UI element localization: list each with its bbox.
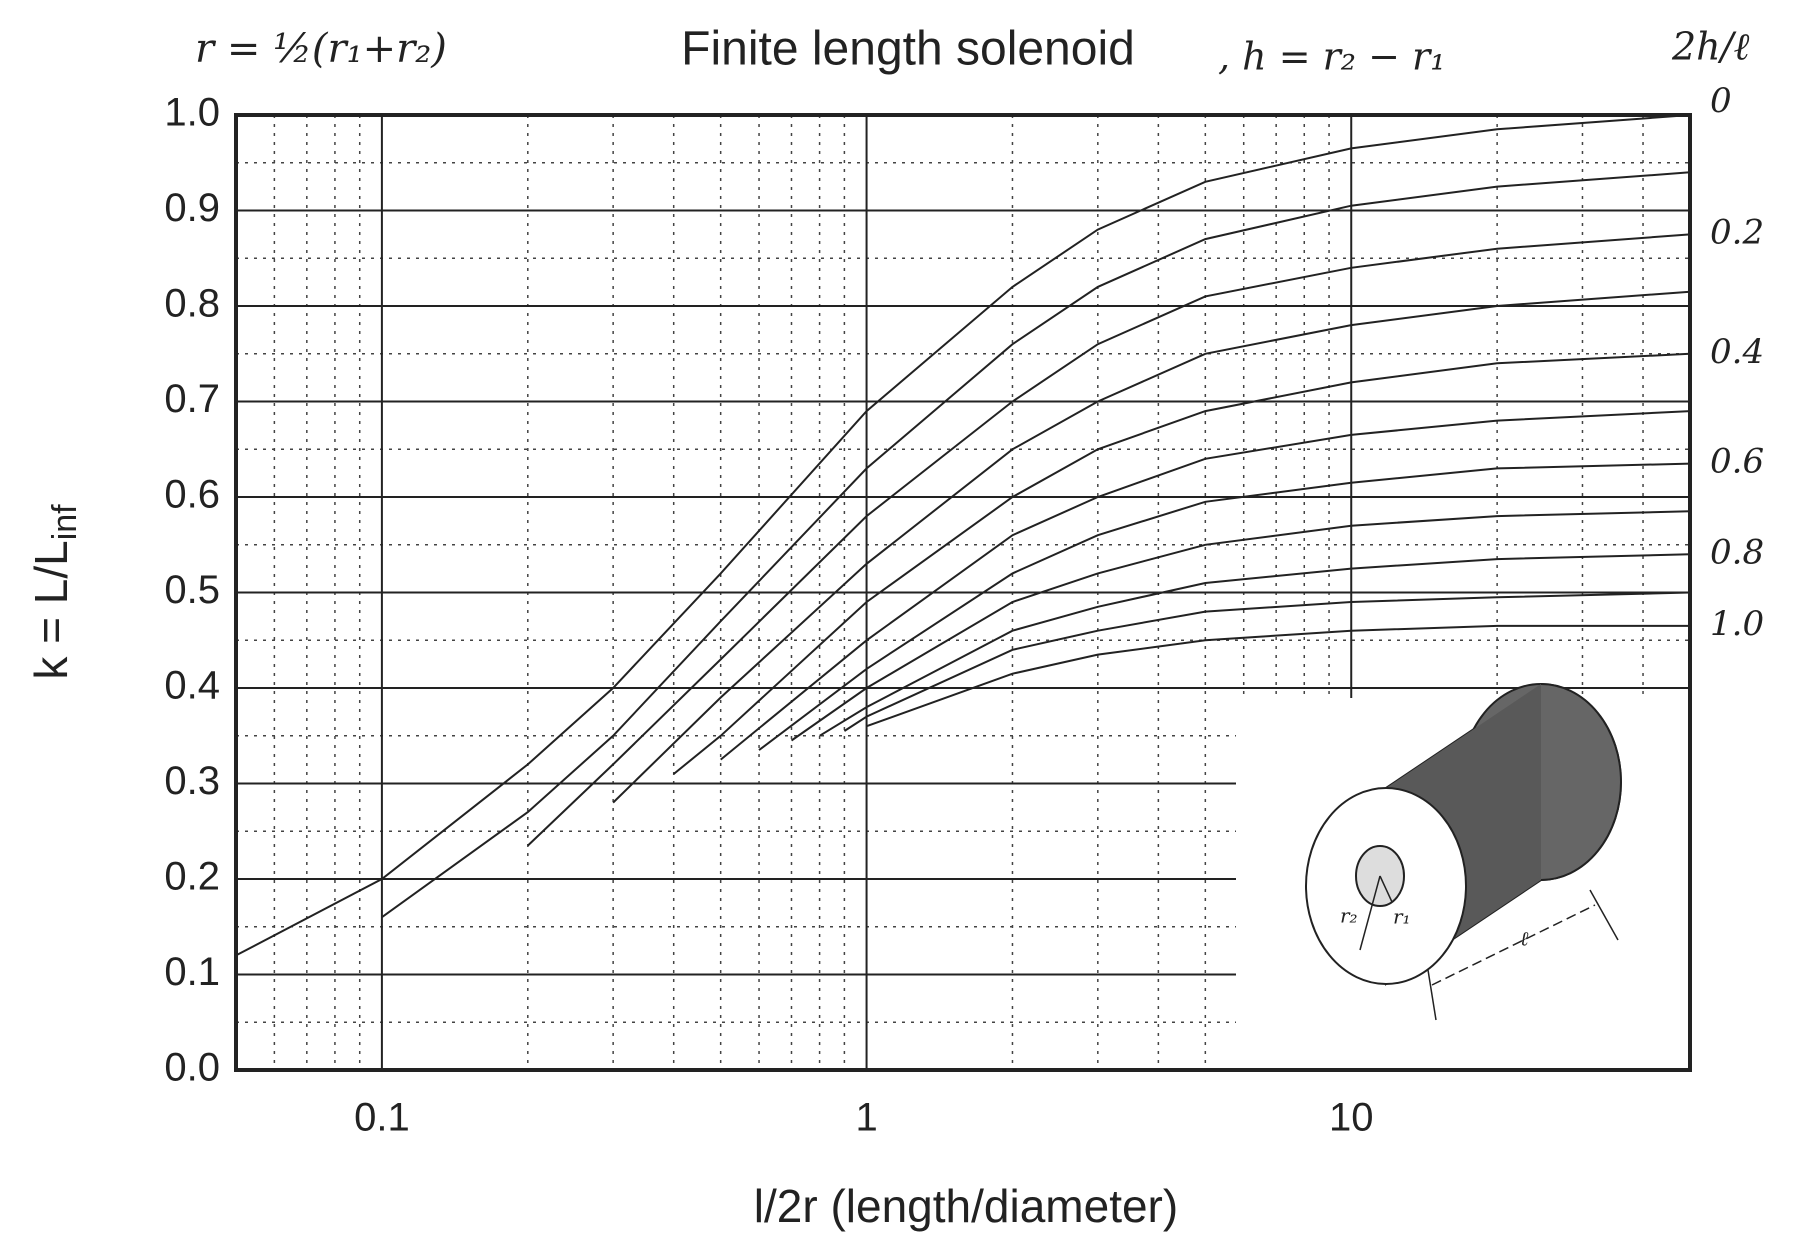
annotation: r = ½(r₁+r₂) — [195, 26, 447, 72]
inset-label: r₁ — [1393, 905, 1411, 929]
series-label: 0.6 — [1710, 442, 1764, 482]
x-tick-label: 0.1 — [354, 1096, 410, 1140]
y-tick-label: 0.6 — [164, 473, 220, 517]
series-line — [758, 462, 1691, 751]
x-axis-label: l/2r (length/diameter) — [754, 1180, 1178, 1232]
series-line — [235, 114, 1691, 957]
length-tick — [1427, 969, 1437, 1021]
lines — [235, 114, 1691, 957]
y-axis-label-main: k = L/L — [25, 540, 77, 679]
series-label: 0.8 — [1710, 532, 1764, 572]
series-label: 0.2 — [1710, 212, 1764, 252]
y-tick-label: 0.5 — [164, 568, 220, 612]
series-label: 0.4 — [1710, 332, 1764, 372]
chart-title: Finite length solenoid — [681, 23, 1135, 76]
x-tick-label: 1 — [855, 1096, 877, 1140]
series-line — [790, 510, 1691, 742]
series-line — [819, 553, 1691, 737]
y-tick-label: 0.4 — [164, 664, 220, 708]
series-line — [381, 171, 1691, 919]
r2-arrow — [1359, 875, 1381, 951]
series-line — [720, 410, 1691, 761]
y-tick-label: 0.9 — [164, 186, 220, 230]
r1-arrow — [1379, 875, 1393, 903]
y-axis-label: k = L/Linf — [25, 504, 84, 680]
annotation: 2h/ℓ — [1671, 25, 1749, 69]
series-line — [527, 233, 1691, 847]
series-line — [866, 624, 1690, 728]
length-tick — [1589, 889, 1619, 941]
series-label: 0 — [1710, 81, 1732, 121]
y-tick-label: 0.8 — [164, 282, 220, 326]
annotation: , h = r₂ − r₁ — [1218, 35, 1445, 79]
series-line — [612, 290, 1691, 804]
y-tick-label: 0.0 — [164, 1046, 220, 1090]
series-line — [843, 591, 1691, 732]
length-arrow — [1431, 904, 1596, 986]
y-tick-label: 0.3 — [164, 759, 220, 803]
y-tick-label: 1.0 — [164, 91, 220, 135]
plot-frame — [234, 113, 1692, 1072]
series-label: 1.0 — [1710, 604, 1764, 644]
inset-label: ℓ — [1520, 927, 1529, 951]
y-tick-label: 0.1 — [164, 950, 220, 994]
inset-diagram: r₂ r₁ ℓ — [1236, 682, 1690, 1068]
series-line — [673, 352, 1691, 775]
y-tick-label: 0.7 — [164, 377, 220, 421]
inset-label: r₂ — [1340, 904, 1358, 928]
x-tick-label: 10 — [1329, 1096, 1374, 1140]
y-tick-label: 0.2 — [164, 855, 220, 899]
y-axis-label-sub: inf — [46, 504, 84, 540]
